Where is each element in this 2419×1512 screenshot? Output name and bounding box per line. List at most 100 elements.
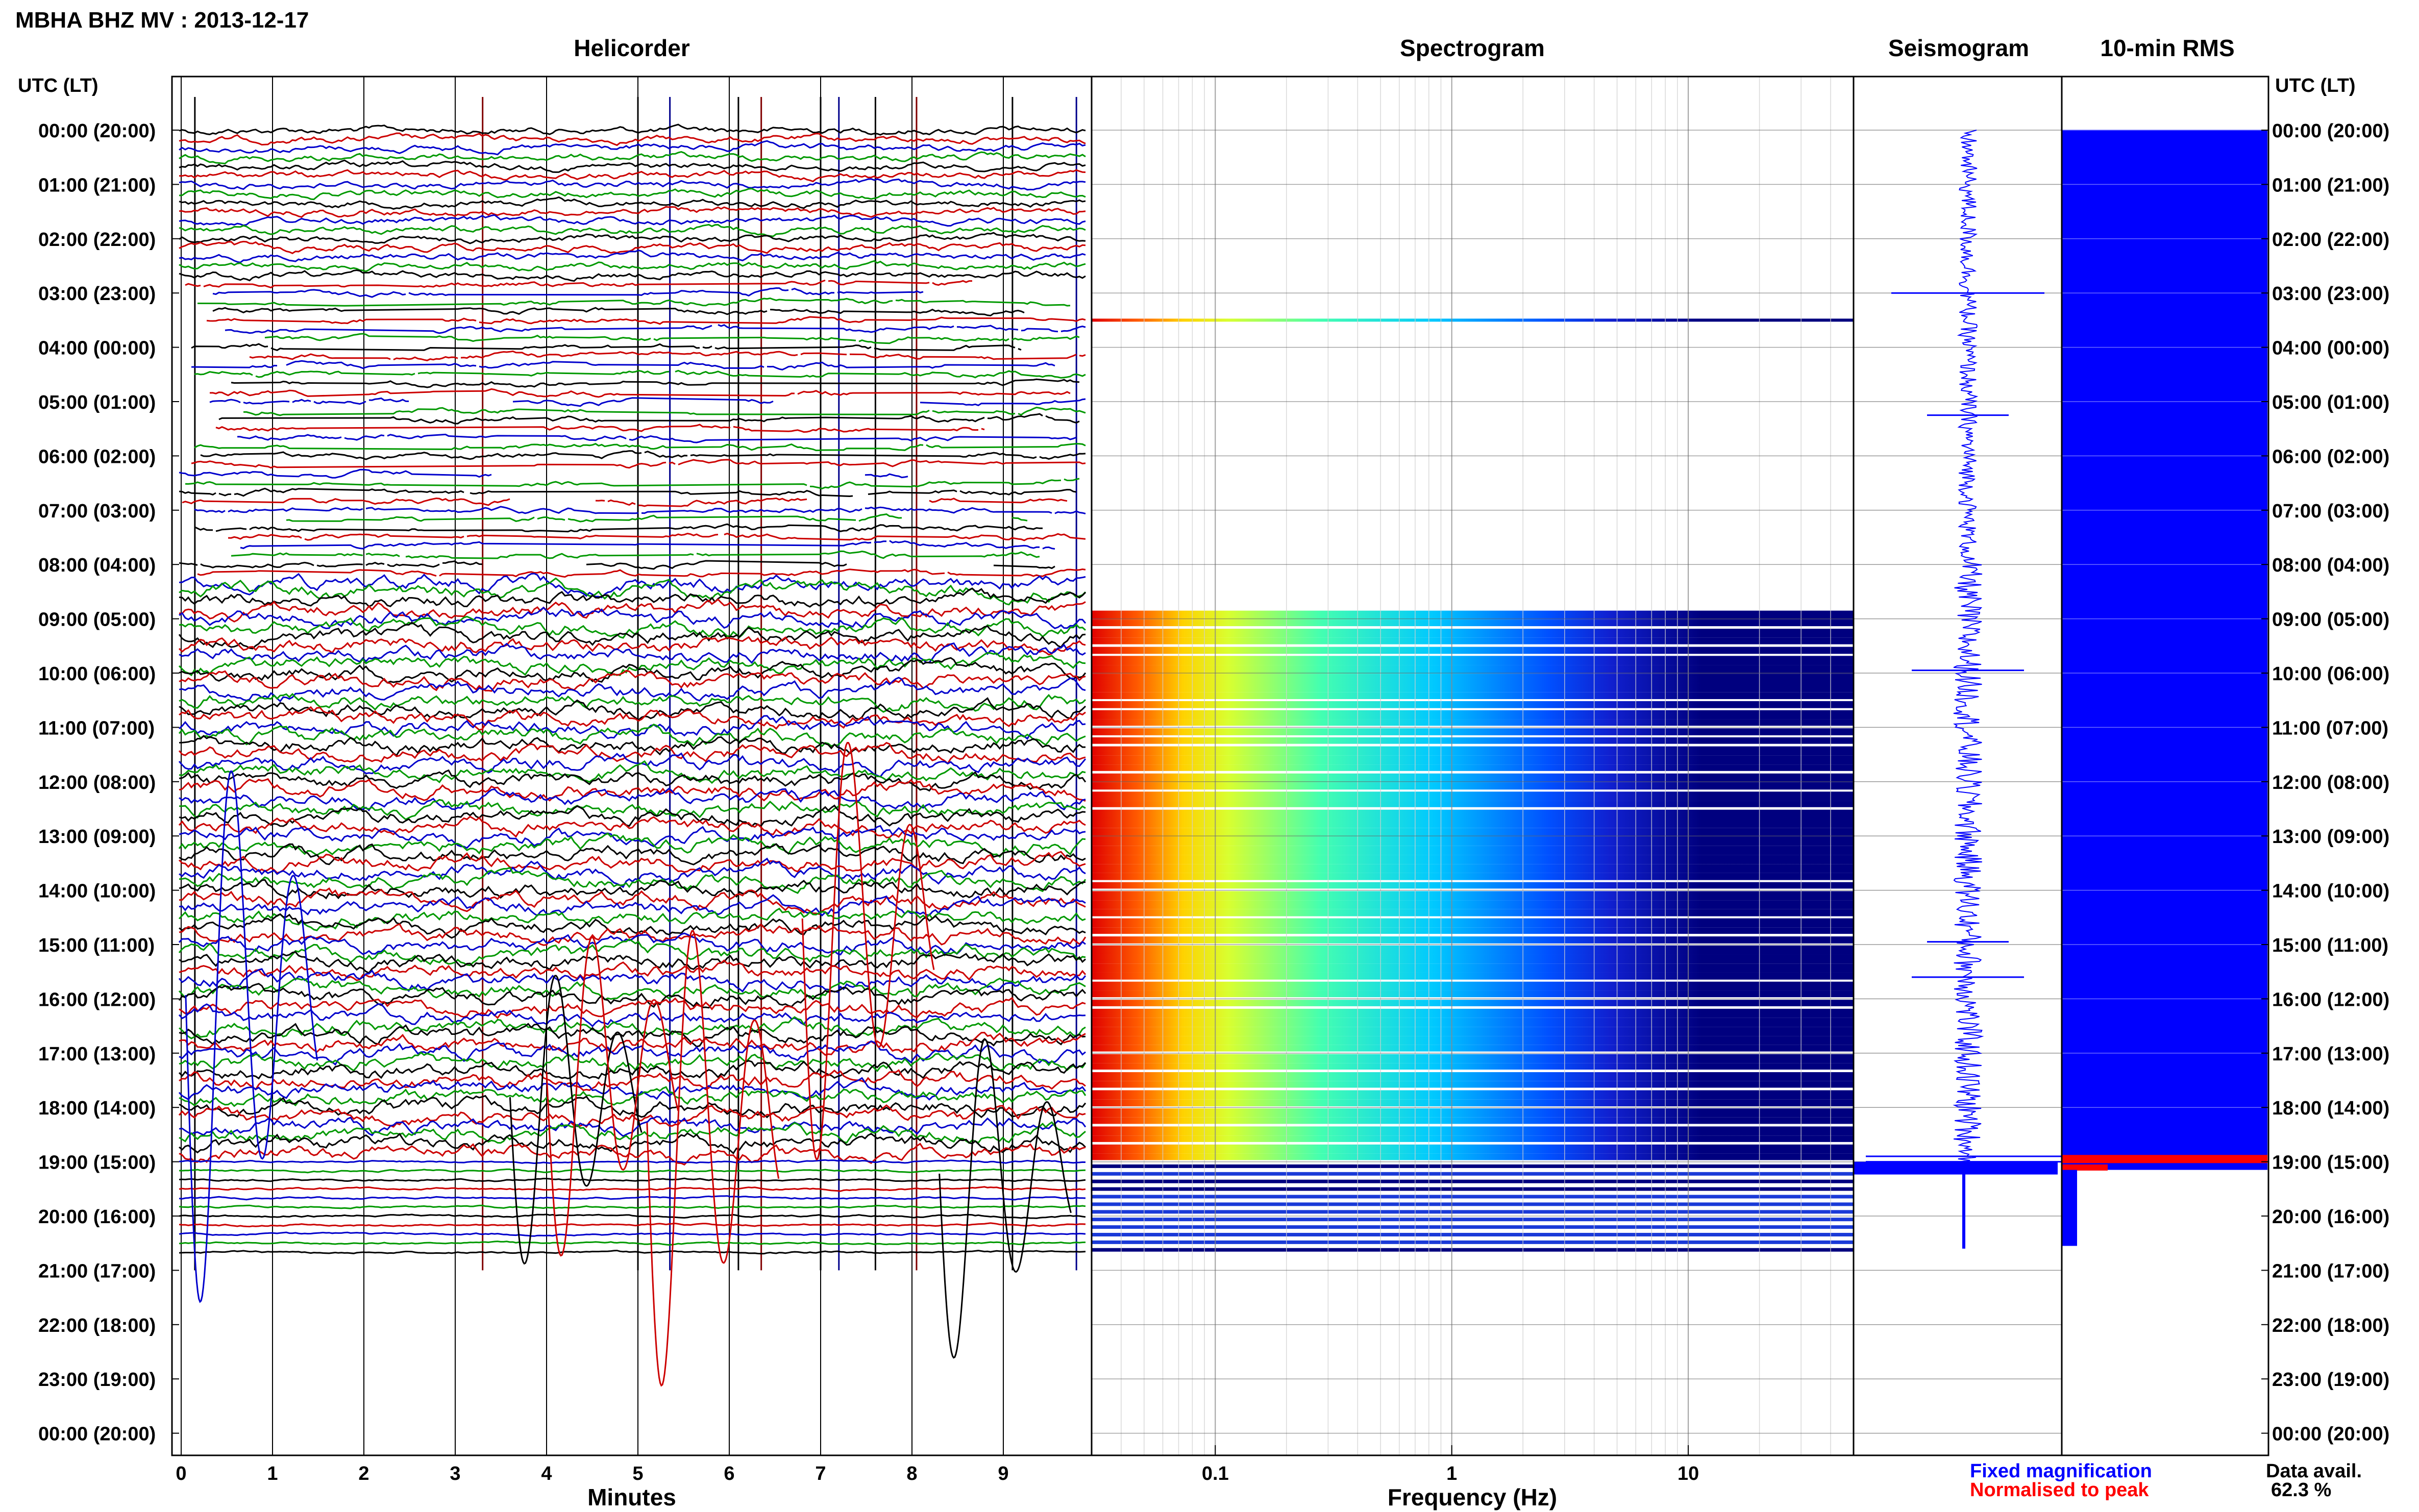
helicorder-trace-row (225, 324, 1086, 334)
spectrogram-title: Spectrogram (1400, 35, 1545, 61)
seismogram-title: Seismogram (1888, 35, 2029, 61)
rms-tail-bar (2062, 1170, 2077, 1246)
helicorder-trace-row (178, 1077, 1087, 1101)
helicorder-trace-row (237, 433, 1077, 443)
helicorder-trace-row (179, 706, 1086, 731)
time-label-left: 00:00 (20:00) (38, 1424, 156, 1445)
time-label-right: 23:00 (19:00) (2272, 1369, 2389, 1391)
spectrogram-grid (1091, 77, 1854, 1455)
time-axis-labels: 00:00 (20:00) 00:00 (20:00) 01:00 (21:00) 0… (38, 120, 2389, 1445)
helicorder-trace-row (178, 851, 1086, 874)
spectrogram-sparse-row (1092, 1164, 1854, 1168)
rms-fixed-block (2062, 130, 2267, 1170)
helicorder-xtick-label: 1 (267, 1463, 278, 1484)
spectrogram-row (1092, 1090, 1854, 1100)
spectrogram-row (1092, 1008, 1854, 1018)
spectrogram-row (1092, 873, 1854, 880)
helicorder-trace-row (178, 715, 1086, 740)
helicorder-trace-row (240, 540, 1055, 550)
spectrogram-row (1092, 809, 1854, 819)
helicorder-trace-row (179, 615, 1086, 639)
time-label-right: 11:00 (07:00) (2272, 717, 2388, 739)
time-label-left: 12:00 (08:00) (38, 772, 156, 794)
helicorder-trace-row (179, 560, 1055, 570)
helicorder-trace-row (179, 778, 1086, 802)
helicorder-trace-row (179, 1195, 1086, 1201)
helicorder-trace-row (179, 214, 1086, 227)
helicorder-trace-row (264, 333, 1080, 344)
helicorder-trace-row (179, 657, 1087, 684)
spectrogram-row (1092, 674, 1854, 683)
spectrogram-xtick-label: 10 (1677, 1463, 1699, 1484)
spectrogram-row (1092, 891, 1854, 901)
spectrogram-gap-stripe (1092, 1070, 1854, 1073)
helicorder-trace-row (178, 741, 1086, 765)
spectrogram-gap-stripe (1092, 1142, 1854, 1145)
helicorder-xtick-label: 4 (541, 1463, 552, 1484)
time-label-right: 04:00 (00:00) (2272, 338, 2389, 359)
helicorder-trace-row (179, 923, 1087, 946)
helicorder-trace-row (179, 879, 1086, 900)
spectrogram-row (1092, 819, 1854, 828)
utc-header-right: UTC (LT) (2275, 75, 2356, 96)
spectrogram-row (1092, 846, 1854, 855)
spectrogram-sparse-row (1092, 1232, 1854, 1236)
helicorder-trace-row (179, 240, 1086, 255)
time-label-left: 10:00 (06:00) (38, 663, 156, 685)
helicorder-trace-row (179, 260, 1086, 272)
helicorder-traces (178, 123, 1087, 1387)
time-label-left: 21:00 (17:00) (38, 1260, 156, 1282)
helicorder-trace-row (178, 1060, 1087, 1080)
helicorder-trace-row (179, 269, 1086, 282)
helicorder-trace-row (178, 723, 1086, 747)
helicorder-trace-row (179, 1132, 1087, 1155)
spectrogram-row (1092, 1117, 1854, 1125)
time-label-left: 01:00 (21:00) (38, 175, 156, 196)
helicorder-trace-row (179, 232, 1086, 244)
helicorder-trace-row (179, 1051, 1087, 1073)
spectrogram-gap-stripe (1092, 1124, 1854, 1127)
helicorder-trace-row (179, 1231, 1086, 1237)
spectrogram-row (1092, 864, 1854, 873)
spectrogram-row (1092, 909, 1854, 916)
helicorder-trace-row (179, 1186, 1086, 1192)
time-label-right: 08:00 (04:00) (2272, 555, 2389, 576)
time-label-left: 15:00 (11:00) (38, 935, 155, 956)
spectrogram-gap-stripe (1092, 934, 1854, 937)
time-label-right: 13:00 (09:00) (2272, 826, 2389, 848)
spectrogram-xtick-label: 0.1 (1202, 1463, 1229, 1484)
spectrogram-row (1092, 936, 1854, 944)
time-label-left: 14:00 (10:00) (38, 881, 156, 902)
helicorder-trace-row (231, 378, 1080, 388)
helicorder-trace-row (179, 1241, 1086, 1246)
helicorder-trace-row (178, 832, 1086, 858)
spectrogram-row (1092, 656, 1854, 665)
helicorder-trace-row (178, 636, 1086, 656)
time-label-right: 17:00 (13:00) (2272, 1044, 2389, 1065)
time-label-left: 22:00 (18:00) (38, 1315, 156, 1336)
time-label-right: 00:00 (20:00) (2272, 120, 2389, 142)
helicorder-xlabel: Minutes (587, 1484, 676, 1510)
helicorder-trace-row (179, 169, 1086, 183)
time-label-left: 19:00 (15:00) (38, 1152, 156, 1174)
time-label-right: 09:00 (05:00) (2272, 609, 2389, 631)
spectrogram-row (1092, 918, 1854, 928)
rms-frame (2061, 76, 2269, 1456)
helicorder-trace-row (179, 151, 1086, 165)
helicorder-trace-row (179, 1250, 1086, 1255)
time-label-left: 02:00 (22:00) (38, 229, 156, 251)
helicorder-trace-row (243, 406, 1086, 416)
helicorder-trace-row (194, 369, 1086, 379)
helicorder-trace-row (179, 843, 1086, 865)
helicorder-xtick-label: 3 (450, 1463, 460, 1484)
rms-normalised-peak (2062, 1155, 2267, 1163)
spectrogram-image (1092, 318, 1854, 1252)
time-label-right: 10:00 (06:00) (2272, 663, 2389, 685)
helicorder-trace-row (179, 804, 1086, 828)
helicorder-trace-row (179, 670, 1086, 692)
spectrogram-row (1092, 728, 1854, 735)
helicorder-trace-row (215, 424, 985, 433)
spectrogram-sparse-row (1092, 1210, 1854, 1214)
spectrogram-row (1092, 1126, 1854, 1136)
time-label-left: 05:00 (01:00) (38, 392, 156, 413)
